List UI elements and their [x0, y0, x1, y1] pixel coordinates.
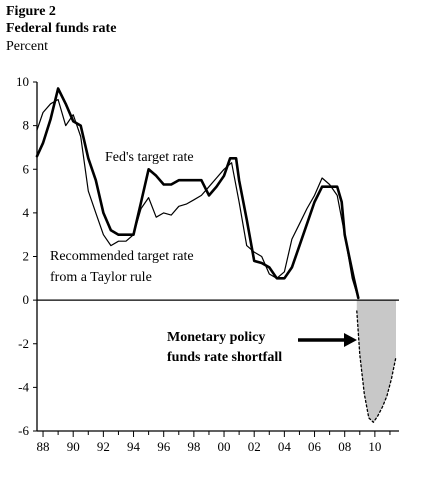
taylor-rule-projection-line: [356, 310, 397, 423]
figure-label: Figure 2: [6, 4, 56, 19]
x-tick-label: 02: [248, 439, 261, 454]
x-tick-label: 08: [338, 439, 351, 454]
y-axis-label: Percent: [6, 39, 48, 54]
chart-title: Federal funds rate: [6, 21, 117, 36]
annotation-taylor-rule-line-2: from a Taylor rule: [50, 270, 152, 285]
fed-target-rate-line: [35, 87, 360, 300]
y-tick-label: 4: [23, 205, 30, 220]
y-tick-label: 8: [23, 118, 30, 133]
annotation-shortfall-line-2: funds rate shortfall: [167, 350, 282, 365]
x-tick-label: 90: [67, 439, 80, 454]
x-tick-label: 94: [127, 439, 141, 454]
x-tick-label: 98: [187, 439, 200, 454]
shortfall-shaded-region: [356, 300, 396, 423]
y-tick-label: -2: [18, 336, 29, 351]
y-tick-label: 10: [16, 74, 29, 89]
x-tick-label: 04: [278, 439, 292, 454]
y-tick-label: 6: [23, 161, 30, 176]
y-tick-label: -6: [18, 423, 29, 438]
annotation-shortfall-line-1: Monetary policy: [167, 330, 265, 345]
y-tick-label: 2: [23, 249, 30, 264]
x-tick-label: 06: [308, 439, 322, 454]
x-tick-label: 00: [218, 439, 231, 454]
y-tick-label: -4: [18, 379, 29, 394]
x-tick-label: 96: [157, 439, 171, 454]
annotation-fed-target-rate: Fed's target rate: [105, 150, 194, 165]
y-tick-label: 0: [23, 292, 30, 307]
x-tick-label: 10: [368, 439, 381, 454]
x-tick-label: 92: [97, 439, 110, 454]
annotation-taylor-rule-line-1: Recommended target rate: [50, 249, 194, 264]
shortfall-arrow-head: [344, 333, 357, 347]
x-tick-label: 88: [37, 439, 50, 454]
taylor-rule-line: [36, 98, 358, 295]
